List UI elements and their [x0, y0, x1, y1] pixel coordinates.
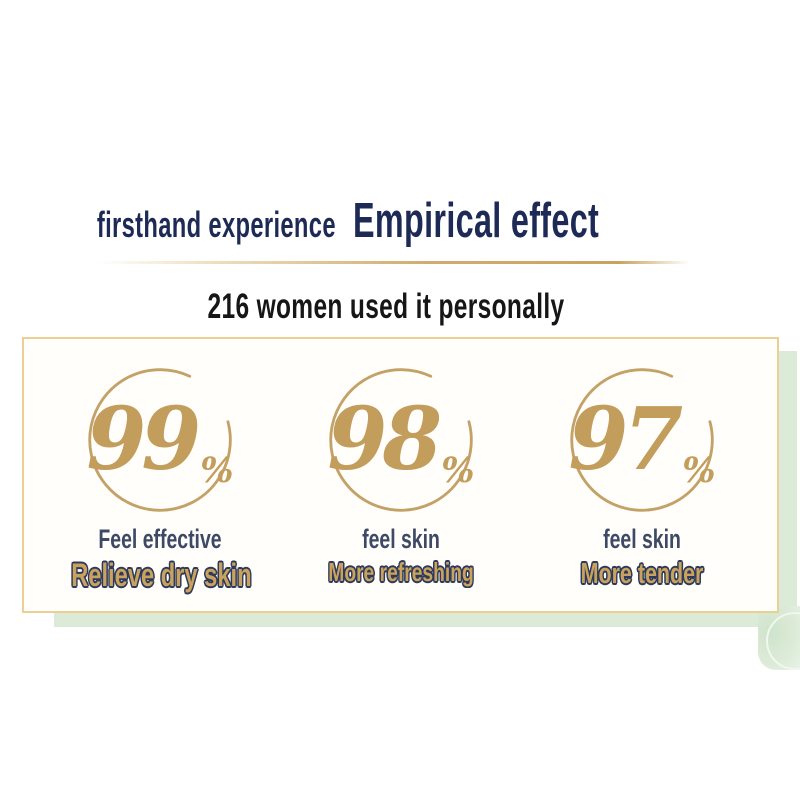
percent-sign: %: [441, 450, 475, 491]
header-subtitle: firsthand experience: [96, 204, 336, 245]
stat-ring-1: 99 %: [84, 364, 236, 516]
tagline: 216 women used it personally: [207, 287, 565, 326]
stat-caption: Feel effective: [98, 524, 222, 554]
open-circle-icon: [570, 368, 714, 512]
stat-column-2: 98 % feel skin More refreshing: [281, 364, 521, 586]
percent-sign: %: [200, 450, 234, 491]
header: firsthand experience Empirical effect: [97, 197, 599, 246]
stat-ring-2: 98 %: [325, 364, 477, 516]
percent-sign: %: [682, 450, 716, 491]
open-circle-icon: [329, 368, 473, 512]
stats-card: 99 % Feel effective Relieve dry skin 98 …: [22, 337, 779, 613]
stat-percentage: 98 %: [325, 364, 477, 516]
stat-percentage: 99 %: [84, 364, 236, 516]
stat-highlight: More tender: [580, 558, 704, 590]
open-circle-icon: [88, 368, 232, 512]
stat-percentage: 97 %: [566, 364, 718, 516]
header-title: Empirical effect: [353, 194, 600, 248]
stat-caption: feel skin: [362, 524, 440, 554]
stat-value: 98: [327, 389, 443, 490]
stat-value: 99: [86, 389, 202, 490]
stat-highlight: Relieve dry skin: [71, 557, 252, 593]
stat-column-3: 97 % feel skin More tender: [522, 364, 762, 589]
stat-column-1: 99 % Feel effective Relieve dry skin: [40, 364, 280, 593]
gold-divider-line: [98, 261, 690, 264]
stat-value: 97: [568, 389, 684, 490]
stat-caption: feel skin: [603, 524, 681, 554]
stat-ring-3: 97 %: [566, 364, 718, 516]
stat-highlight: More refreshing: [328, 557, 474, 587]
